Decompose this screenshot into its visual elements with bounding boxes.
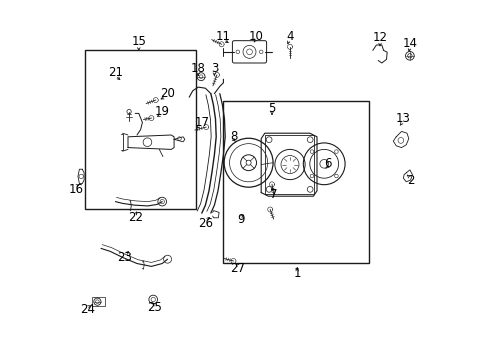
Text: 17: 17 — [195, 116, 209, 129]
Text: 24: 24 — [80, 303, 95, 316]
Text: 20: 20 — [160, 87, 175, 100]
Text: 18: 18 — [191, 62, 206, 75]
Text: 13: 13 — [396, 112, 411, 125]
Text: 1: 1 — [294, 267, 301, 280]
Text: 6: 6 — [324, 157, 332, 170]
Text: 25: 25 — [147, 301, 163, 314]
Text: 22: 22 — [128, 211, 143, 224]
Text: 23: 23 — [117, 251, 132, 264]
Text: 10: 10 — [248, 30, 263, 42]
Text: 8: 8 — [230, 130, 237, 143]
Text: 5: 5 — [269, 102, 276, 114]
Text: 26: 26 — [198, 217, 213, 230]
Text: 9: 9 — [238, 213, 245, 226]
Text: 2: 2 — [407, 174, 415, 186]
Text: 27: 27 — [230, 262, 245, 275]
Text: 15: 15 — [131, 35, 146, 48]
Text: 7: 7 — [270, 188, 277, 201]
Bar — [85, 50, 196, 209]
Text: 19: 19 — [155, 105, 170, 118]
Bar — [223, 101, 369, 263]
Text: 12: 12 — [372, 31, 388, 44]
Text: 16: 16 — [68, 183, 83, 195]
Text: 21: 21 — [108, 66, 123, 78]
Text: 3: 3 — [211, 62, 218, 75]
Text: 11: 11 — [216, 30, 231, 42]
Text: 14: 14 — [403, 37, 418, 50]
Text: 4: 4 — [286, 30, 294, 42]
